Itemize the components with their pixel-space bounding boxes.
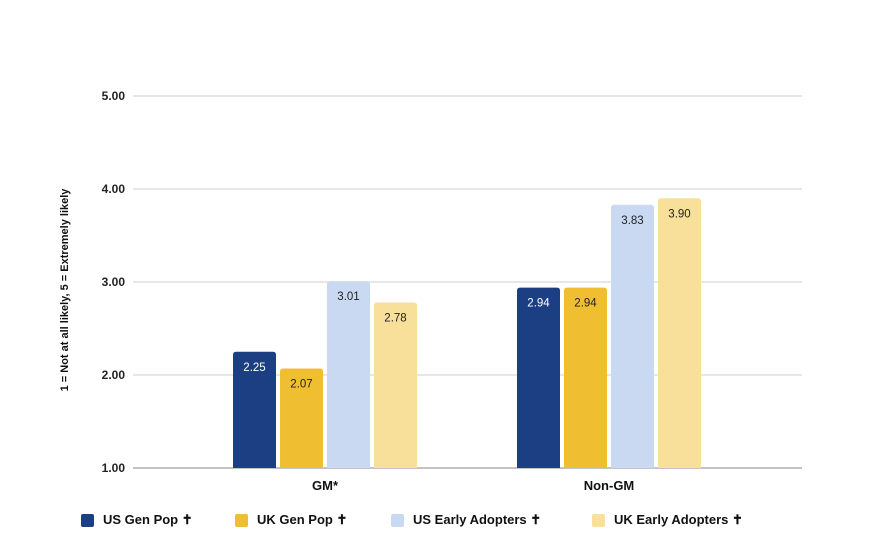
bar: [564, 287, 607, 468]
y-tick-label: 1.00: [102, 461, 126, 475]
y-tick-label: 3.00: [102, 275, 126, 289]
x-axis: GM* Non-GM: [312, 478, 634, 493]
legend-label: UK Gen Pop ✝: [257, 512, 348, 527]
data-label: 2.78: [384, 312, 406, 324]
legend-swatch: [592, 513, 605, 527]
legend-item: US Gen Pop ✝: [81, 508, 193, 532]
bar: [280, 368, 323, 468]
bar: [611, 204, 654, 468]
legend-item: UK Gen Pop ✝: [235, 508, 347, 532]
bars: [233, 198, 701, 469]
y-tick-label: 4.00: [102, 182, 126, 196]
data-label: 2.94: [574, 298, 597, 310]
data-label: 2.25: [243, 362, 265, 374]
bar: [658, 198, 701, 469]
y-tick-label: 5.00: [102, 89, 126, 103]
bar: [327, 281, 370, 468]
bar: [517, 287, 560, 468]
y-axis: 1.00 2.00 3.00 4.00 5.00: [102, 89, 126, 475]
legend-label: US Gen Pop ✝: [103, 512, 193, 527]
legend-item: US Early Adopters ✝: [391, 508, 541, 532]
data-label: 2.07: [290, 378, 312, 390]
legend-label: US Early Adopters ✝: [413, 512, 542, 527]
data-label: 2.94: [527, 298, 550, 310]
data-labels: 2.25 2.07 3.01 2.78 2.94 2.94 3.83 3.90: [243, 208, 690, 390]
data-label: 3.90: [668, 208, 690, 220]
bar: [233, 351, 276, 468]
legend: US Gen Pop ✝ UK Gen Pop ✝ US Early Adopter…: [0, 508, 879, 532]
data-label: 3.01: [337, 291, 359, 303]
y-axis-title: 1 = Not at all likely, 5 = Extremely lik…: [59, 188, 71, 392]
y-tick-label: 2.00: [102, 368, 126, 382]
legend-swatch: [235, 513, 248, 527]
bar: [374, 302, 417, 468]
legend-swatch: [81, 513, 94, 527]
data-label: 3.83: [621, 215, 643, 227]
legend-swatch: [391, 513, 404, 527]
legend-item: UK Early Adopters ✝: [592, 508, 743, 532]
legend-label: UK Early Adopters ✝: [614, 512, 743, 527]
x-tick-label: GM*: [312, 478, 339, 493]
x-tick-label: Non-GM: [584, 478, 635, 493]
